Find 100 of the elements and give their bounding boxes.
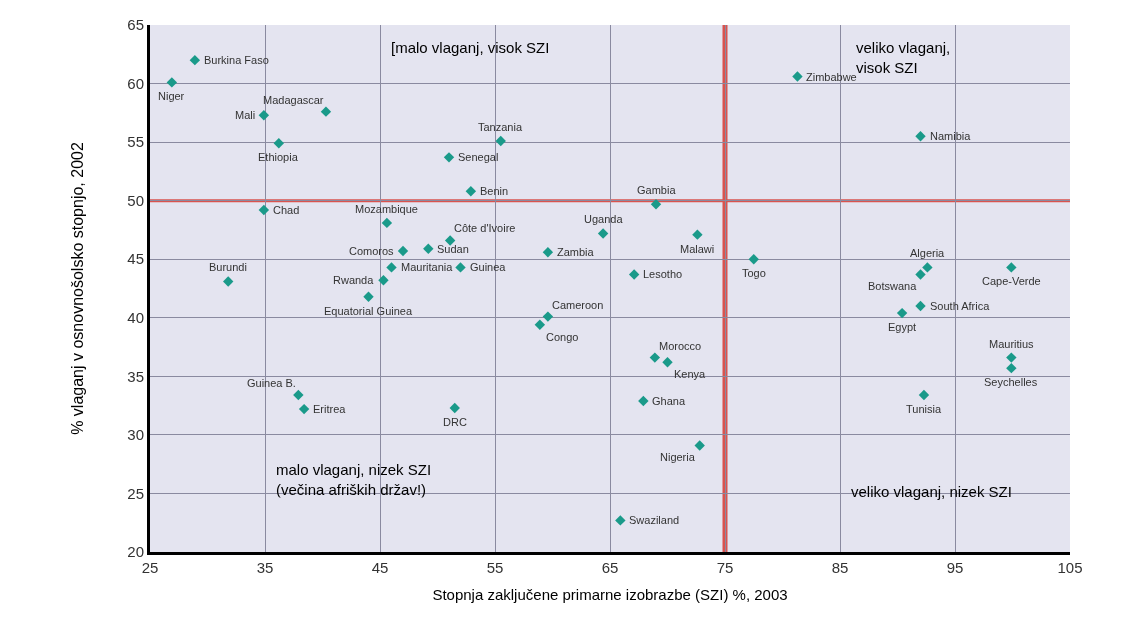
x-tick-label: 25 bbox=[141, 559, 159, 576]
point bbox=[423, 243, 434, 254]
point bbox=[692, 229, 703, 240]
annotation: Mozambique bbox=[355, 203, 418, 215]
point bbox=[223, 276, 234, 287]
annotation: Mali bbox=[235, 109, 256, 121]
point bbox=[915, 131, 926, 142]
annotation: Guinea bbox=[470, 261, 507, 273]
annotation: Congo bbox=[546, 331, 579, 343]
x-tick-label: 55 bbox=[486, 559, 504, 576]
x-tick-label: 75 bbox=[716, 559, 734, 576]
x-tick-label: 35 bbox=[256, 559, 274, 576]
point bbox=[615, 515, 626, 526]
point bbox=[628, 269, 640, 280]
point bbox=[397, 245, 409, 257]
annotation: veliko vlaganj, visok SZI bbox=[856, 39, 951, 76]
point bbox=[542, 247, 554, 258]
annotation: Egypt bbox=[888, 321, 917, 333]
annotation: Swaziland bbox=[629, 514, 680, 526]
annotation: Zambia bbox=[557, 246, 595, 258]
annotation: DRC bbox=[443, 416, 467, 428]
annotation: Eritrea bbox=[313, 403, 347, 415]
y-tick-label: 65 bbox=[127, 16, 144, 34]
annotation: Mauritania bbox=[401, 261, 454, 273]
annotation: veliko vlaganj, nizek SZI bbox=[851, 483, 1012, 500]
y-tick-label: 60 bbox=[127, 74, 144, 92]
point bbox=[662, 357, 673, 368]
annotation: Niger bbox=[158, 90, 185, 102]
point bbox=[918, 389, 930, 401]
y-tick-label: 55 bbox=[127, 133, 144, 151]
annotation: Tunisia bbox=[906, 403, 942, 415]
annotation: Chad bbox=[273, 204, 300, 216]
point bbox=[1006, 352, 1017, 363]
point bbox=[189, 54, 201, 66]
point bbox=[650, 198, 662, 210]
annotation: malo vlaganj, nizek SZI (večina afriških držav!) bbox=[276, 461, 432, 498]
x-axis-title: Stopnja zaključene primarne izobrazbe (SZI) %, 2003 bbox=[432, 586, 788, 603]
point bbox=[915, 300, 926, 312]
point bbox=[166, 77, 178, 88]
point bbox=[534, 319, 546, 330]
y-axis-title: % vlaganj v osnovnošolsko stopnjo, 2002 bbox=[69, 142, 87, 435]
annotation: Comoros bbox=[349, 245, 395, 257]
point bbox=[542, 311, 554, 322]
point bbox=[638, 395, 649, 407]
point bbox=[649, 352, 661, 363]
point bbox=[363, 291, 374, 302]
annotation: Equatorial Guinea bbox=[324, 305, 413, 317]
annotation: Uganda bbox=[584, 213, 624, 225]
y-tick-label: 20 bbox=[127, 543, 144, 561]
annotation: Mauritius bbox=[989, 338, 1035, 350]
point bbox=[915, 269, 926, 280]
point bbox=[320, 106, 332, 117]
point bbox=[748, 254, 759, 265]
annotation: Guinea B. bbox=[247, 377, 296, 389]
y-tick-label: 35 bbox=[127, 367, 144, 385]
x-tick-label: 45 bbox=[371, 559, 389, 576]
annotation: Ethiopia bbox=[258, 151, 299, 163]
point bbox=[258, 204, 270, 216]
annotation: Burundi bbox=[209, 261, 247, 273]
annotation: Rwanda bbox=[333, 274, 375, 286]
point bbox=[258, 109, 270, 121]
annotation: Madagascar bbox=[263, 94, 324, 106]
annotation: Malawi bbox=[680, 243, 715, 255]
annotation: Burkina Faso bbox=[204, 54, 269, 66]
point bbox=[449, 402, 460, 414]
annotation: Ghana bbox=[652, 395, 686, 407]
point bbox=[465, 186, 477, 197]
point bbox=[378, 275, 389, 286]
x-tick-label: 65 bbox=[601, 559, 619, 576]
point bbox=[455, 262, 466, 273]
y-tick-label: 45 bbox=[127, 250, 144, 268]
point bbox=[444, 235, 456, 246]
point bbox=[273, 138, 284, 149]
annotation: Sudan bbox=[437, 243, 469, 255]
point bbox=[1006, 362, 1017, 374]
annotation: Senegal bbox=[458, 151, 499, 163]
annotation: Zimbabwe bbox=[806, 71, 857, 83]
annotation: Botswana bbox=[868, 280, 918, 292]
annotation: South Africa bbox=[930, 300, 991, 312]
point bbox=[298, 403, 310, 415]
point bbox=[597, 228, 609, 239]
annotation: Cameroon bbox=[552, 299, 604, 311]
y-tick-label: 50 bbox=[127, 191, 144, 209]
y-tick-label: 30 bbox=[127, 426, 144, 444]
annotation: Kenya bbox=[674, 368, 707, 380]
point bbox=[495, 135, 506, 147]
point bbox=[694, 440, 705, 451]
x-tick-label: 105 bbox=[1057, 559, 1083, 576]
annotation: Morocco bbox=[659, 340, 702, 352]
y-tick-label: 25 bbox=[127, 484, 144, 502]
point bbox=[1006, 262, 1017, 273]
annotation: Lesotho bbox=[643, 268, 683, 280]
annotation: Algeria bbox=[910, 247, 946, 259]
annotation: [malo vlaganj, visok SZI bbox=[391, 39, 550, 56]
point bbox=[443, 152, 455, 163]
y-tick-label: 40 bbox=[127, 309, 144, 327]
point bbox=[381, 217, 393, 229]
x-tick-label: 95 bbox=[946, 559, 964, 576]
annotation: Cape-Verde bbox=[982, 275, 1041, 287]
annotation: Namibia bbox=[930, 130, 972, 142]
